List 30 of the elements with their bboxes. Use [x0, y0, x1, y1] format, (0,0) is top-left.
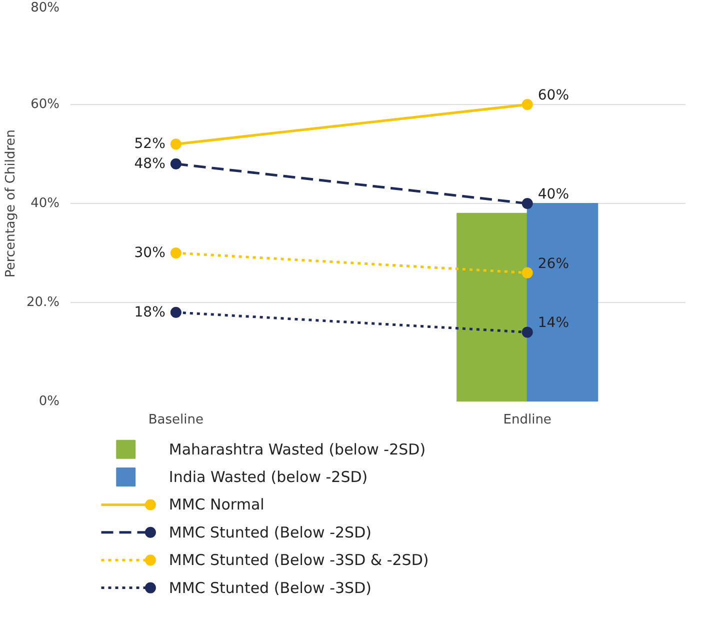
legend-label: MMC Stunted (Below -3SD & -2SD): [168, 551, 429, 570]
data-label: 52%: [134, 136, 166, 152]
data-label: 48%: [134, 156, 166, 172]
data-label: 18%: [134, 304, 166, 320]
y-tick-label: 40%: [30, 196, 60, 211]
point: [170, 158, 182, 170]
y-tick-label: 80%: [30, 0, 60, 16]
y-tick-label: 20.%: [26, 295, 60, 310]
point: [522, 99, 533, 110]
data-label: 26%: [538, 256, 570, 272]
point: [170, 306, 182, 318]
data-label: 30%: [134, 245, 166, 261]
legend-label: MMC Stunted (Below -2SD): [168, 523, 372, 542]
x-tick-label: Endline: [503, 412, 552, 428]
y-tick-label: 60%: [30, 97, 60, 112]
point: [170, 138, 182, 150]
legend-label: MMC Stunted (Below -3SD): [168, 578, 372, 597]
x-tick-label: Baseline: [148, 412, 204, 428]
point: [522, 267, 533, 278]
data-label: 40%: [538, 186, 570, 202]
point: [170, 248, 182, 258]
legend-label: Maharashtra Wasted (below -2SD): [168, 440, 426, 458]
y-tick-label: 0%: [38, 394, 60, 409]
y-axis-title: Percentage of Children: [3, 129, 18, 278]
point: [522, 326, 533, 338]
legend-label: MMC Normal: [168, 496, 264, 514]
point: [522, 198, 533, 209]
data-label: 14%: [538, 315, 570, 332]
legend-label: India Wasted (below -2SD): [168, 468, 368, 486]
data-label: 60%: [538, 88, 570, 104]
